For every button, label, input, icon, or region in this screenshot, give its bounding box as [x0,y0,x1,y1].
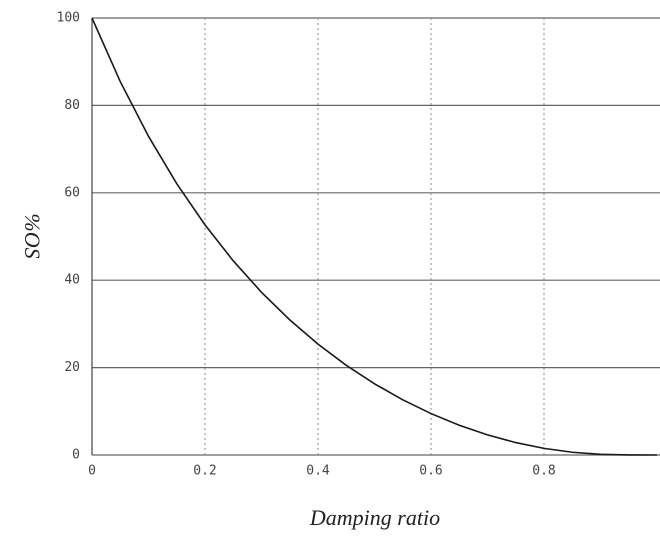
x-tick-label: 0.2 [193,464,216,479]
y-tick-label: 100 [57,11,80,26]
line [91,17,658,456]
x-axis-label: Damping ratio [309,505,440,530]
y-tick-label: 80 [64,98,80,113]
y-axis-label: %OS [20,213,45,258]
x-tick-label: 0.4 [306,464,330,479]
x-tick-label: 0.6 [419,464,442,479]
y-tick-label: 20 [64,360,80,375]
y-tick-label: 0 [72,448,80,463]
y-tick-label: 40 [64,273,80,288]
y-tick-label: 60 [64,185,80,200]
x-tick-label: 0 [88,464,96,479]
x-tick-label: 0.8 [532,464,555,479]
